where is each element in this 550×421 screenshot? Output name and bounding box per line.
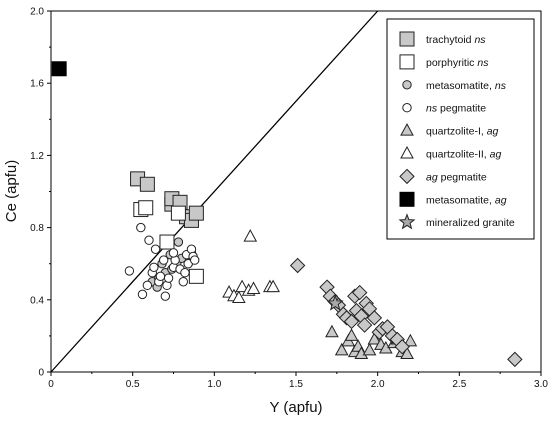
point-diamond-gray (356, 317, 373, 333)
point-triangle-gray (362, 342, 377, 356)
point-square-open (138, 200, 154, 216)
legend-label: trachytoid ns (426, 34, 486, 46)
point-triangle-open (231, 290, 246, 303)
point-diamond-gray (507, 351, 523, 368)
y-tick-label: 0.4 (30, 295, 44, 306)
legend-items: trachytoid ns porphyritic ns metasomatite,… (398, 31, 515, 230)
point-circle-open (137, 289, 148, 300)
point-circle-open (150, 244, 161, 254)
x-axis-title: Y (apfu) (269, 399, 322, 416)
point-square-open (170, 205, 186, 221)
point-circle-open (180, 268, 190, 278)
point-triangle-gray (403, 333, 418, 347)
point-circle-gray (173, 237, 184, 247)
point-circle-open (144, 235, 154, 245)
y-tick-label: 2.0 (30, 7, 44, 18)
legend-label: quartzolite-II, ag (426, 149, 501, 161)
legend-marker-diamond-gray (399, 168, 415, 185)
point-triangle-open (246, 281, 261, 294)
legend-label: metasomatite, ag (426, 194, 507, 206)
point-circle-open (190, 255, 200, 265)
x-tick-label: 1.5 (289, 379, 303, 390)
reference-line-layer (50, 10, 379, 373)
point-square-gray (139, 176, 155, 192)
point-star-gray (326, 294, 344, 311)
axis-ticks: 0 0.5 1.0 1.5 2.0 2.5 3.0 0 0.4 0.8 1.2 1.6 2.0 (30, 7, 548, 391)
y-tick-label: 1.2 (30, 151, 44, 162)
legend-marker-square-open (399, 54, 415, 70)
point-diamond-gray (289, 257, 306, 274)
x-tick-label: 0 (48, 379, 54, 390)
point-circle-open (136, 222, 146, 233)
data-points (51, 61, 523, 368)
legend-marker-circle-open (402, 103, 412, 113)
point-square-open (159, 234, 175, 250)
point-circle-open (160, 291, 171, 301)
point-triangle-gray (400, 346, 414, 359)
point-circle-open (159, 255, 169, 265)
legend-label: ns pegmatite (426, 103, 486, 115)
point-diamond-gray (394, 339, 410, 355)
legend-label: mineralized granite (426, 217, 515, 229)
point-circle-open (168, 248, 179, 258)
point-square-black (51, 61, 67, 77)
x-tick-label: 2.0 (371, 379, 385, 390)
point-triangle-gray (367, 331, 382, 345)
point-square-open (188, 268, 204, 284)
point-diamond-gray (366, 310, 383, 326)
legend-marker-square-gray (399, 31, 415, 47)
x-tick-label: 3.0 (534, 379, 548, 390)
point-circle-open (124, 266, 135, 276)
x-tick-label: 2.5 (452, 379, 466, 390)
legend: trachytoid ns porphyritic ns metasomatite,… (386, 18, 535, 240)
legend-marker-star-gray (398, 213, 416, 230)
legend-marker-square-black (399, 191, 415, 207)
point-circle-open (178, 277, 189, 287)
point-triangle-open (243, 229, 258, 242)
y-tick-label: 0 (38, 368, 44, 379)
point-triangle-gray (344, 328, 359, 341)
point-square-gray (188, 205, 204, 221)
y-tick-label: 1.6 (30, 79, 44, 90)
y-axis-title: Ce (apfu) (3, 160, 20, 223)
point-triangle-open (266, 279, 280, 293)
legend-label: ag pegmatite (426, 171, 487, 183)
legend-marker-circle-gray (402, 80, 412, 90)
legend-marker-triangle-open (400, 145, 414, 159)
legend-label: quartzolite-I, ag (426, 126, 499, 138)
legend-marker-triangle-gray (400, 123, 414, 136)
y-tick-label: 0.8 (30, 223, 44, 234)
point-circle-open (149, 262, 159, 273)
legend-label: porphyritic ns (426, 57, 489, 69)
point-circle-open (142, 280, 153, 291)
reference-line-1-to-1 (50, 10, 379, 373)
point-circle-open (155, 271, 166, 282)
point-triangle-gray (325, 324, 339, 338)
x-tick-label: 1.0 (207, 379, 221, 390)
point-diamond-gray (351, 284, 368, 301)
x-tick-label: 0.5 (126, 379, 140, 390)
legend-label: metasomatite, ns (426, 80, 507, 92)
point-triangle-gray (334, 342, 349, 356)
point-triangle-open (235, 279, 249, 293)
point-circle-open (163, 273, 174, 283)
point-diamond-gray (343, 313, 360, 330)
